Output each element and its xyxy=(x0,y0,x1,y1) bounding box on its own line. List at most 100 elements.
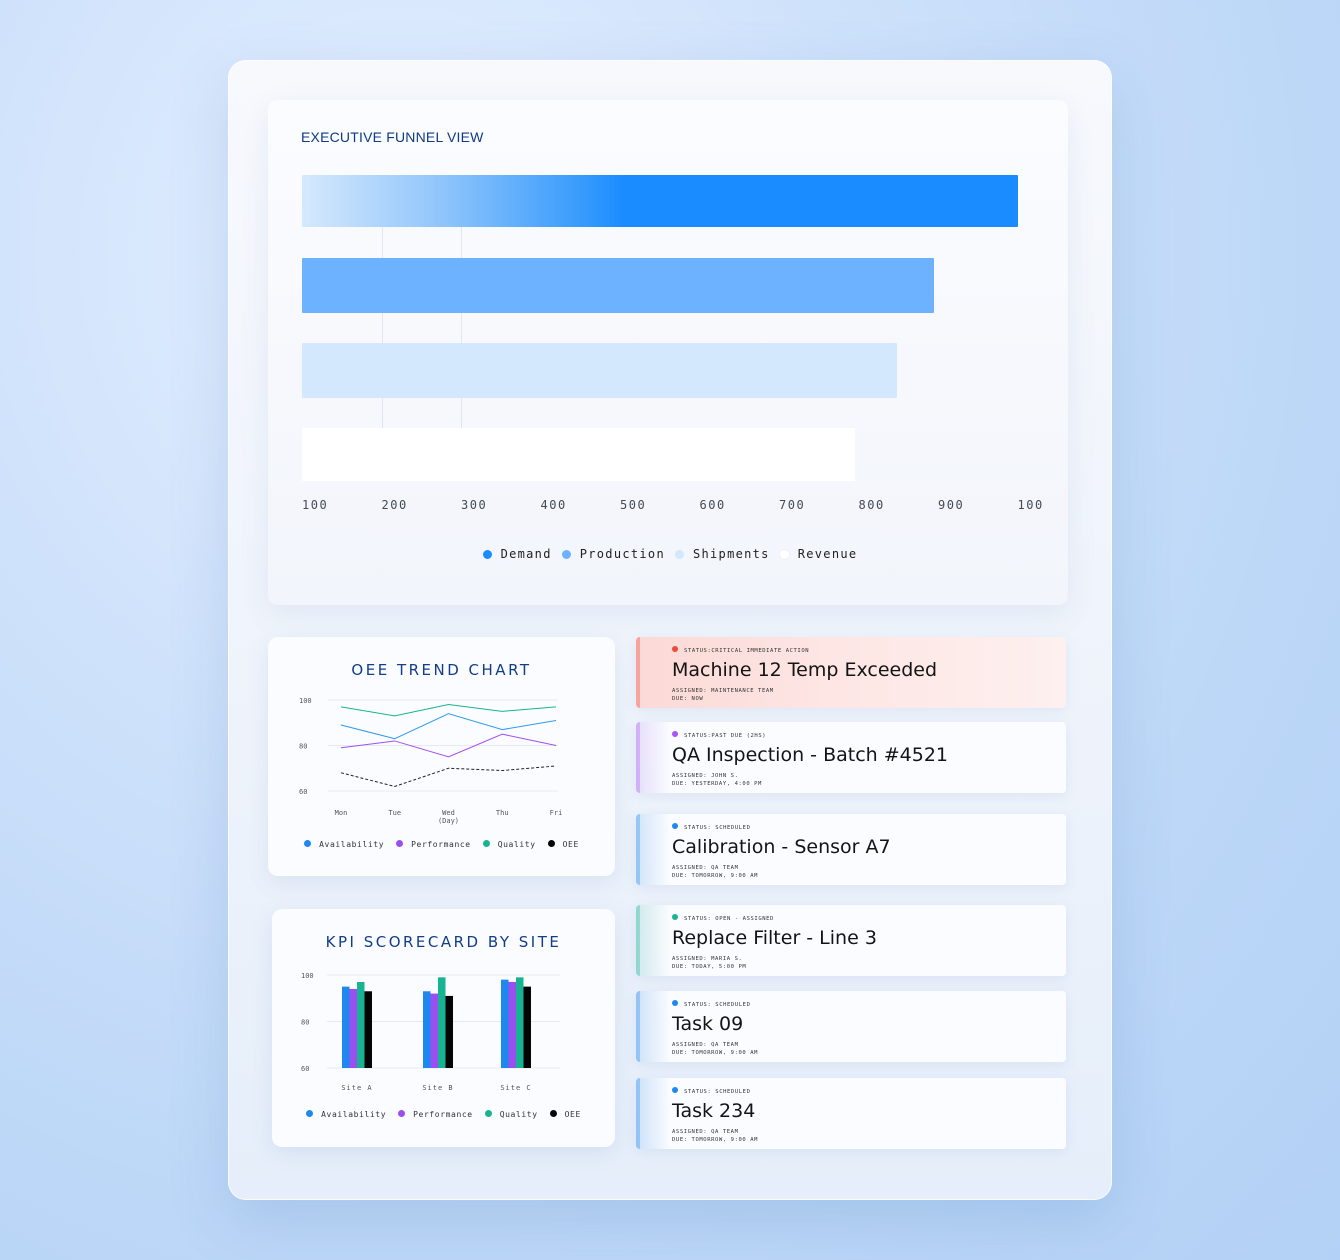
bar-site-b-availability xyxy=(423,991,431,1068)
bar-site-c-availability xyxy=(501,979,509,1068)
task-assignee: ASSIGNED: MARIA S. xyxy=(672,956,743,962)
task-status: STATUS: OPEN - ASSIGNED xyxy=(672,914,774,922)
legend-label: Production xyxy=(579,547,665,561)
legend-dot xyxy=(549,1110,557,1117)
task-meta: ASSIGNED: QA TEAM DUE: TOMORROW, 9:00 AM xyxy=(672,1128,758,1144)
x-tick-label: Tue xyxy=(388,809,401,817)
legend-label: Availability xyxy=(319,840,385,849)
task-accent-bar xyxy=(636,905,640,976)
x-tick-label: 800 xyxy=(858,498,885,512)
oee-trend-chart: 100 80 60 Mon Tue Wed Thu Fri (Day) xyxy=(299,697,563,825)
legend-item-availability: Availability xyxy=(304,840,384,849)
task-status-text: STATUS:PAST DUE (2HS) xyxy=(684,733,767,739)
task-due: DUE: TOMORROW, 9:00 AM xyxy=(672,873,759,879)
legend-label: Revenue xyxy=(797,547,858,561)
bar-site-c-oee xyxy=(523,986,531,1068)
bar-site-c-quality xyxy=(516,977,524,1068)
bar-site-b-performance xyxy=(430,993,438,1068)
legend-label: OEE xyxy=(562,840,579,849)
funnel-bar-demand xyxy=(302,175,1018,227)
bar-site-c-performance xyxy=(508,981,516,1068)
task-assignee: ASSIGNED: QA TEAM xyxy=(672,865,739,871)
task-card[interactable]: STATUS: OPEN - ASSIGNED Replace Filter - … xyxy=(636,905,1066,976)
bar-site-b-quality xyxy=(438,977,446,1068)
y-tick-label: 100 xyxy=(299,697,312,705)
legend-dot xyxy=(779,550,789,559)
task-assignee: ASSIGNED: MAINTENANCE TEAM xyxy=(672,688,774,694)
task-status: STATUS: SCHEDULED xyxy=(672,823,751,831)
x-tick-label: 600 xyxy=(699,498,726,512)
legend-item-quality: Quality xyxy=(482,840,536,849)
legend-label: Quality xyxy=(497,840,536,849)
y-tick-label: 80 xyxy=(301,1019,309,1027)
x-tick-label: Thu xyxy=(496,809,509,817)
task-status: STATUS: SCHEDULED xyxy=(672,1087,751,1095)
oee-trend-card: OEE TREND CHART 100 80 60 Mon Tue Wed Thu Fri (D… xyxy=(268,637,615,876)
oee-legend: Availability Performance Quality OEE xyxy=(268,840,615,849)
x-tick-label: 200 xyxy=(381,498,408,512)
x-tick-label: Wed xyxy=(442,809,455,817)
task-status-text: STATUS:CRITICAL IMMEDIATE ACTION xyxy=(684,648,810,654)
task-meta: ASSIGNED: MARIA S. DUE: TODAY, 5:00 PM xyxy=(672,955,746,971)
y-tick-label: 60 xyxy=(299,788,307,796)
funnel-title: EXECUTIVE FUNNEL VIEW xyxy=(301,129,484,145)
series-line-quality xyxy=(340,704,557,717)
task-status-text: STATUS: SCHEDULED xyxy=(684,1002,751,1008)
kpi-scorecard-card: KPI SCORECARD BY SITE 100 80 60 Site A Site … xyxy=(272,909,615,1147)
legend-dot xyxy=(396,840,404,847)
task-title: QA Inspection - Batch #4521 xyxy=(672,744,948,766)
task-card[interactable]: STATUS: SCHEDULED Calibration - Sensor A7… xyxy=(636,814,1066,885)
task-status: STATUS:PAST DUE (2HS) xyxy=(672,731,767,739)
task-accent-bar xyxy=(636,814,640,885)
series-line-oee xyxy=(340,765,557,787)
x-tick-label: 700 xyxy=(779,498,806,512)
x-tick-label: 500 xyxy=(620,498,647,512)
legend-dot xyxy=(482,550,492,559)
legend-item-quality: Quality xyxy=(484,1110,538,1119)
task-meta: ASSIGNED: MAINTENANCE TEAM DUE: NOW xyxy=(672,687,774,703)
task-status-text: STATUS: OPEN - ASSIGNED xyxy=(684,916,774,922)
funnel-bar-shipments xyxy=(302,343,898,398)
task-status-text: STATUS: SCHEDULED xyxy=(684,825,751,831)
bar-site-a-oee xyxy=(364,991,372,1068)
task-title: Machine 12 Temp Exceeded xyxy=(672,659,938,681)
x-tick-label: 300 xyxy=(461,498,488,512)
task-accent-bar xyxy=(636,722,640,793)
x-tick-label: Fri xyxy=(550,809,563,817)
bar-site-a-availability xyxy=(342,986,350,1068)
bar-site-a-performance xyxy=(349,988,357,1068)
task-card[interactable]: STATUS: SCHEDULED Task 09 ASSIGNED: QA TEA… xyxy=(636,991,1066,1062)
legend-dot xyxy=(304,840,312,847)
legend-item-oee: OEE xyxy=(547,840,579,849)
x-tick-label: 400 xyxy=(540,498,567,512)
x-tick-label: Mon xyxy=(335,809,348,817)
x-tick-label: Site B xyxy=(422,1084,453,1092)
task-card[interactable]: STATUS:PAST DUE (2HS) QA Inspection - Bat… xyxy=(636,722,1066,793)
task-meta: ASSIGNED: QA TEAM DUE: TOMORROW, 9:00 AM xyxy=(672,864,758,880)
x-tick-label: 900 xyxy=(938,498,965,512)
legend-label: Availability xyxy=(321,1110,387,1119)
kpi-legend: Availability Performance Quality OEE xyxy=(272,1110,615,1119)
status-dot-icon xyxy=(672,731,678,737)
task-accent-bar xyxy=(636,1078,640,1149)
series-line-availability xyxy=(340,713,557,740)
task-meta: ASSIGNED: QA TEAM DUE: TOMORROW, 9:00 AM xyxy=(672,1041,758,1057)
legend-dot xyxy=(561,550,571,559)
kpi-title: KPI SCORECARD BY SITE xyxy=(325,933,562,951)
task-title: Replace Filter - Line 3 xyxy=(672,927,877,949)
legend-item-availability: Availability xyxy=(306,1110,386,1119)
funnel-legend: Demand Production Shipments Revenue xyxy=(0,547,1340,561)
status-dot-icon xyxy=(672,823,678,829)
task-status-text: STATUS: SCHEDULED xyxy=(684,1089,751,1095)
task-due: DUE: NOW xyxy=(672,696,704,702)
task-card[interactable]: STATUS: SCHEDULED Task 234 ASSIGNED: QA TE… xyxy=(636,1078,1066,1149)
x-tick-label: Site C xyxy=(500,1084,531,1092)
status-dot-icon xyxy=(672,1087,678,1093)
legend-dot xyxy=(482,840,490,847)
legend-label: Quality xyxy=(499,1110,538,1119)
task-card[interactable]: STATUS:CRITICAL IMMEDIATE ACTION Machine … xyxy=(636,637,1066,708)
task-accent-bar xyxy=(636,637,640,708)
task-meta: ASSIGNED: JOHN S. DUE: YESTERDAY, 4:00 PM xyxy=(672,772,762,788)
status-dot-icon xyxy=(672,1000,678,1006)
legend-item-production: Production xyxy=(561,547,665,561)
